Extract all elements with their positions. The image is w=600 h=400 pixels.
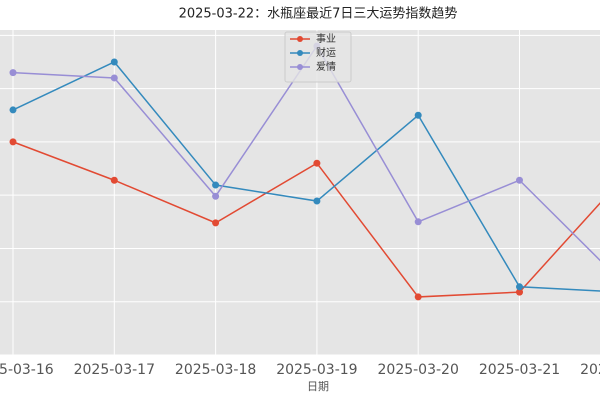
x-axis-label: 日期: [307, 380, 329, 393]
x-tick-label: 2025-03-18: [175, 362, 256, 378]
data-point: [414, 218, 422, 226]
data-point: [313, 197, 321, 205]
data-point: [516, 283, 523, 291]
legend-marker: [297, 36, 303, 42]
legend-label: 爱情: [316, 60, 336, 73]
data-point: [212, 219, 220, 227]
x-tick-label: 2025-03-21: [479, 362, 560, 378]
x-tick-label: 2025-03-19: [276, 362, 357, 378]
data-point: [212, 181, 220, 189]
chart-title: 2025-03-22：水瓶座最近7日三大运势指数趋势: [179, 6, 458, 22]
data-point: [414, 111, 422, 119]
legend-marker: [297, 64, 303, 70]
data-point: [516, 288, 523, 296]
x-tick-label: 2025-03-16: [0, 362, 54, 378]
data-point: [110, 176, 118, 184]
legend-label: 财运: [316, 46, 336, 59]
legend-label: 事业: [316, 32, 336, 45]
data-point: [9, 138, 17, 146]
data-point: [313, 159, 321, 167]
data-point: [9, 69, 17, 77]
grid: 304050607080902025-03-162025-03-172025-0…: [0, 30, 600, 378]
data-point: [516, 176, 523, 184]
data-point: [110, 74, 118, 82]
x-tick-label: 2025-03-22: [580, 362, 600, 378]
legend-marker: [297, 50, 303, 56]
plot-area: [0, 30, 600, 355]
data-point: [212, 192, 220, 200]
data-point: [9, 106, 17, 114]
lines: [9, 42, 600, 301]
data-point: [110, 58, 118, 66]
data-point: [414, 293, 422, 301]
x-tick-label: 2025-03-20: [378, 362, 459, 378]
x-tick-label: 2025-03-17: [74, 362, 155, 378]
